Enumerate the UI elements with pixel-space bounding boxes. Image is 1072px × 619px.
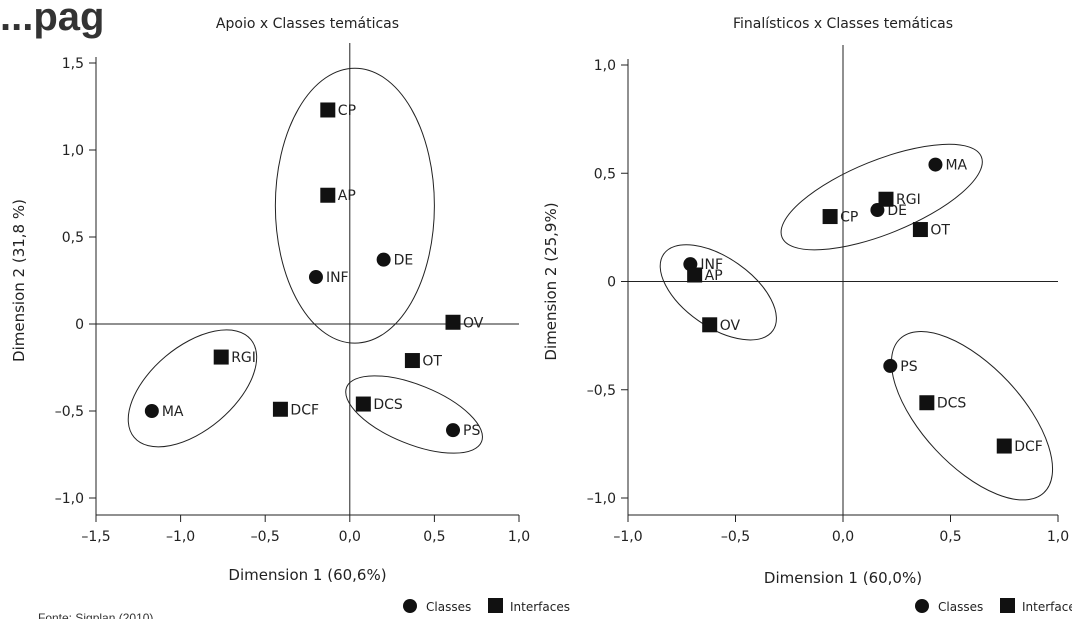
x-tick-label: 0,5 — [423, 529, 445, 545]
y-tick-label: 1,5 — [62, 56, 84, 72]
y-tick-label: 0 — [607, 275, 616, 291]
point-label: CP — [840, 210, 858, 226]
interface-point-dcf — [996, 438, 1012, 454]
legend-square-icon — [1000, 598, 1015, 613]
page-title: ...pag — [0, 0, 104, 39]
legend-interfaces-label: Interfaces — [1022, 600, 1072, 614]
point-label: OV — [463, 315, 484, 331]
x-tick-label: 1,0 — [508, 529, 530, 545]
y-axis-label: Dimension 2 (25,9%) — [542, 202, 560, 360]
point-label: CP — [338, 103, 356, 119]
x-tick-label: –0,5 — [721, 529, 750, 545]
point-label: OV — [720, 318, 741, 334]
x-tick-label: 0,5 — [939, 529, 961, 545]
y-tick-label: 1,0 — [62, 143, 84, 159]
point-label: INF — [700, 257, 723, 273]
chart-title: Finalísticos x Classes temáticas — [733, 16, 953, 32]
x-tick-label: –1,0 — [613, 529, 642, 545]
y-tick-label: –1,0 — [587, 491, 616, 507]
source-note: Fonte: Sigplan (2010). — [38, 611, 157, 619]
x-tick-label: –1,0 — [166, 529, 195, 545]
y-tick-label: 0 — [75, 317, 84, 333]
point-label: PS — [900, 359, 917, 375]
point-label: DCS — [373, 397, 403, 413]
point-label: MA — [162, 404, 184, 420]
y-tick-label: –1,0 — [55, 491, 84, 507]
point-label: MA — [945, 158, 967, 174]
point-label: DCS — [937, 396, 967, 412]
point-label: DE — [394, 253, 414, 269]
y-tick-label: –0,5 — [55, 404, 84, 420]
point-label: AP — [338, 188, 356, 204]
chart-title: Apoio x Classes temáticas — [216, 16, 399, 32]
cluster-ellipse — [274, 67, 435, 344]
point-label: RGI — [896, 192, 921, 208]
class-point-ps — [883, 358, 898, 373]
y-tick-label: 1,0 — [594, 58, 616, 74]
cluster-ellipse — [780, 143, 983, 251]
point-label: DCF — [1014, 439, 1043, 455]
interface-point-dcf — [272, 401, 288, 417]
x-tick-label: 1,0 — [1047, 529, 1069, 545]
legend-interfaces-label: Interfaces — [510, 600, 570, 614]
y-tick-label: –0,5 — [587, 383, 616, 399]
class-point-ps — [446, 423, 461, 438]
y-tick-label: 0,5 — [594, 166, 616, 182]
point-label: PS — [463, 423, 480, 439]
x-tick-label: 0,0 — [832, 529, 854, 545]
x-axis-label: Dimension 1 (60,6%) — [228, 566, 386, 584]
interface-point-ap — [687, 267, 703, 283]
interface-point-cp — [822, 209, 838, 225]
chart-finalisticos: Finalísticos x Classes temáticas –1,0 –0,5… — [542, 16, 1072, 614]
interface-point-dcs — [355, 396, 371, 412]
point-label: RGI — [231, 350, 256, 366]
x-tick-label: –1,5 — [81, 529, 110, 545]
interface-point-dcs — [919, 395, 935, 411]
legend-circle-icon — [403, 599, 417, 613]
interface-point-rgi — [878, 191, 894, 207]
cluster-ellipse — [345, 375, 483, 454]
class-point-ma — [144, 404, 159, 418]
legend-classes-label: Classes — [938, 600, 983, 614]
y-axis-label: Dimension 2 (31,8 %) — [10, 199, 28, 362]
legend-circle-icon — [915, 599, 929, 613]
x-tick-label: –0,5 — [251, 529, 280, 545]
x-axis-label: Dimension 1 (60,0%) — [764, 569, 922, 587]
interface-point-ot — [912, 222, 928, 238]
point-label: OT — [930, 223, 950, 239]
interface-point-cp — [320, 102, 336, 118]
legend-classes-label: Classes — [426, 600, 471, 614]
point-label: AP — [705, 268, 723, 284]
point-label: INF — [326, 270, 349, 286]
chart-apoio: Apoio x Classes temáticas –1,0 –0,5 0 0,5 1,0… — [10, 16, 570, 614]
cluster-ellipse — [890, 331, 1054, 501]
class-point-de — [376, 252, 391, 267]
interface-point-ov — [702, 317, 718, 333]
interface-point-ap — [320, 187, 336, 203]
interface-point-ot — [404, 353, 420, 369]
legend-square-icon — [488, 598, 503, 613]
class-point-inf — [308, 270, 323, 285]
cluster-ellipse — [127, 329, 258, 448]
y-tick-label: 0,5 — [62, 230, 84, 246]
cluster-ellipse — [659, 244, 777, 341]
point-label: OT — [422, 354, 442, 370]
interface-point-rgi — [213, 349, 229, 365]
interface-point-ov — [445, 314, 461, 330]
x-tick-label: 0,0 — [339, 529, 361, 545]
point-label: DE — [887, 203, 907, 219]
point-label: DCF — [290, 402, 319, 418]
class-point-ma — [928, 157, 943, 172]
